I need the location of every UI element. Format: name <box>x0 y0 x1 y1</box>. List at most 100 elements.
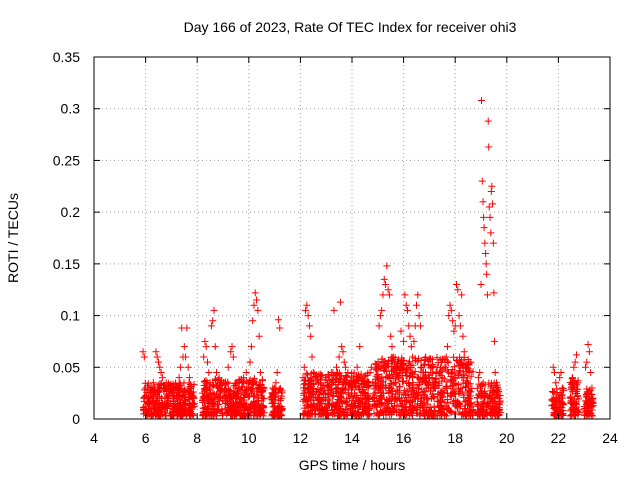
data-point <box>145 405 153 413</box>
data-point <box>484 117 492 125</box>
cluster-point <box>389 406 397 414</box>
data-points <box>139 96 597 420</box>
cluster-point <box>340 412 348 420</box>
data-point <box>198 389 206 397</box>
cluster-point <box>467 388 475 396</box>
cluster-point <box>490 410 498 418</box>
cluster-point <box>363 383 371 391</box>
data-point <box>427 368 435 376</box>
data-point <box>585 348 593 356</box>
data-point <box>325 384 333 392</box>
cluster-point <box>404 359 412 367</box>
cluster-point <box>182 410 190 418</box>
x-tick-labels: 4 6 8 10 12 14 16 18 20 22 24 <box>90 430 618 446</box>
data-point <box>151 399 159 407</box>
data-point <box>188 394 196 402</box>
data-point <box>428 374 436 382</box>
cluster-point <box>203 378 211 386</box>
cluster-point <box>378 355 386 363</box>
cluster-point <box>239 411 247 419</box>
cluster-point <box>339 379 347 387</box>
data-point <box>388 343 396 351</box>
cluster-point <box>305 409 313 417</box>
cluster-point <box>460 393 468 401</box>
data-point <box>165 394 173 402</box>
data-point <box>485 203 493 211</box>
cluster-point <box>437 397 445 405</box>
cluster-point <box>316 370 324 378</box>
cluster-point <box>380 389 388 397</box>
cluster-point <box>170 402 178 410</box>
data-point <box>167 389 175 397</box>
cluster-point <box>406 358 414 366</box>
data-point <box>240 374 248 382</box>
data-point <box>314 379 322 387</box>
data-point <box>333 363 341 371</box>
cluster-point <box>308 410 316 418</box>
cluster-point <box>210 398 218 406</box>
cluster-point <box>465 401 473 409</box>
data-point <box>403 306 411 314</box>
data-point <box>479 198 487 206</box>
cluster-point <box>201 384 209 392</box>
cluster-point <box>152 388 160 396</box>
cluster-point <box>333 384 341 392</box>
data-point <box>330 306 338 314</box>
data-point <box>483 291 491 299</box>
cluster-point <box>140 406 148 414</box>
cluster-point <box>485 399 493 407</box>
data-point <box>250 301 258 309</box>
cluster-point <box>490 398 498 406</box>
data-point <box>480 224 488 232</box>
data-point <box>449 317 457 325</box>
cluster-point <box>382 368 390 376</box>
data-point <box>455 312 463 320</box>
cluster-point <box>269 408 277 416</box>
cluster-point <box>403 364 411 372</box>
cluster-point <box>376 395 384 403</box>
cluster-point <box>241 402 249 410</box>
data-point <box>397 327 405 335</box>
cluster-point <box>167 380 175 388</box>
cluster-point <box>443 378 451 386</box>
cluster-point <box>243 383 251 391</box>
cluster-point <box>566 379 574 387</box>
y-tick-label: 0.15 <box>53 256 80 272</box>
data-point <box>375 322 383 330</box>
data-point <box>307 332 315 340</box>
cluster-point <box>309 406 317 414</box>
cluster-point <box>443 384 451 392</box>
cluster-point <box>486 391 494 399</box>
cluster-point <box>150 398 158 406</box>
cluster-point <box>362 408 370 416</box>
data-point <box>431 384 439 392</box>
cluster-point <box>333 401 341 409</box>
cluster-point <box>388 411 396 419</box>
cluster-point <box>274 412 282 420</box>
data-point <box>433 363 441 371</box>
cluster-point <box>250 375 258 383</box>
data-point <box>308 353 316 361</box>
cluster-point <box>399 377 407 385</box>
cluster-point <box>453 356 461 364</box>
data-point <box>486 213 494 221</box>
cluster-point <box>185 390 193 398</box>
cluster-point <box>361 388 369 396</box>
data-point <box>302 306 310 314</box>
data-point <box>414 291 422 299</box>
data-point <box>415 312 423 320</box>
cluster-point <box>355 398 363 406</box>
data-point <box>162 379 170 387</box>
cluster-point <box>338 386 346 394</box>
x-tick-label: 20 <box>499 430 515 446</box>
cluster-point <box>457 360 465 368</box>
cluster-point <box>213 407 221 415</box>
cluster-point <box>409 381 417 389</box>
cluster-point <box>444 358 452 366</box>
cluster-point <box>328 376 336 384</box>
cluster-point <box>386 375 394 383</box>
cluster-point <box>344 368 352 376</box>
data-point <box>164 405 172 413</box>
cluster-point <box>336 374 344 382</box>
data-point <box>413 301 420 309</box>
